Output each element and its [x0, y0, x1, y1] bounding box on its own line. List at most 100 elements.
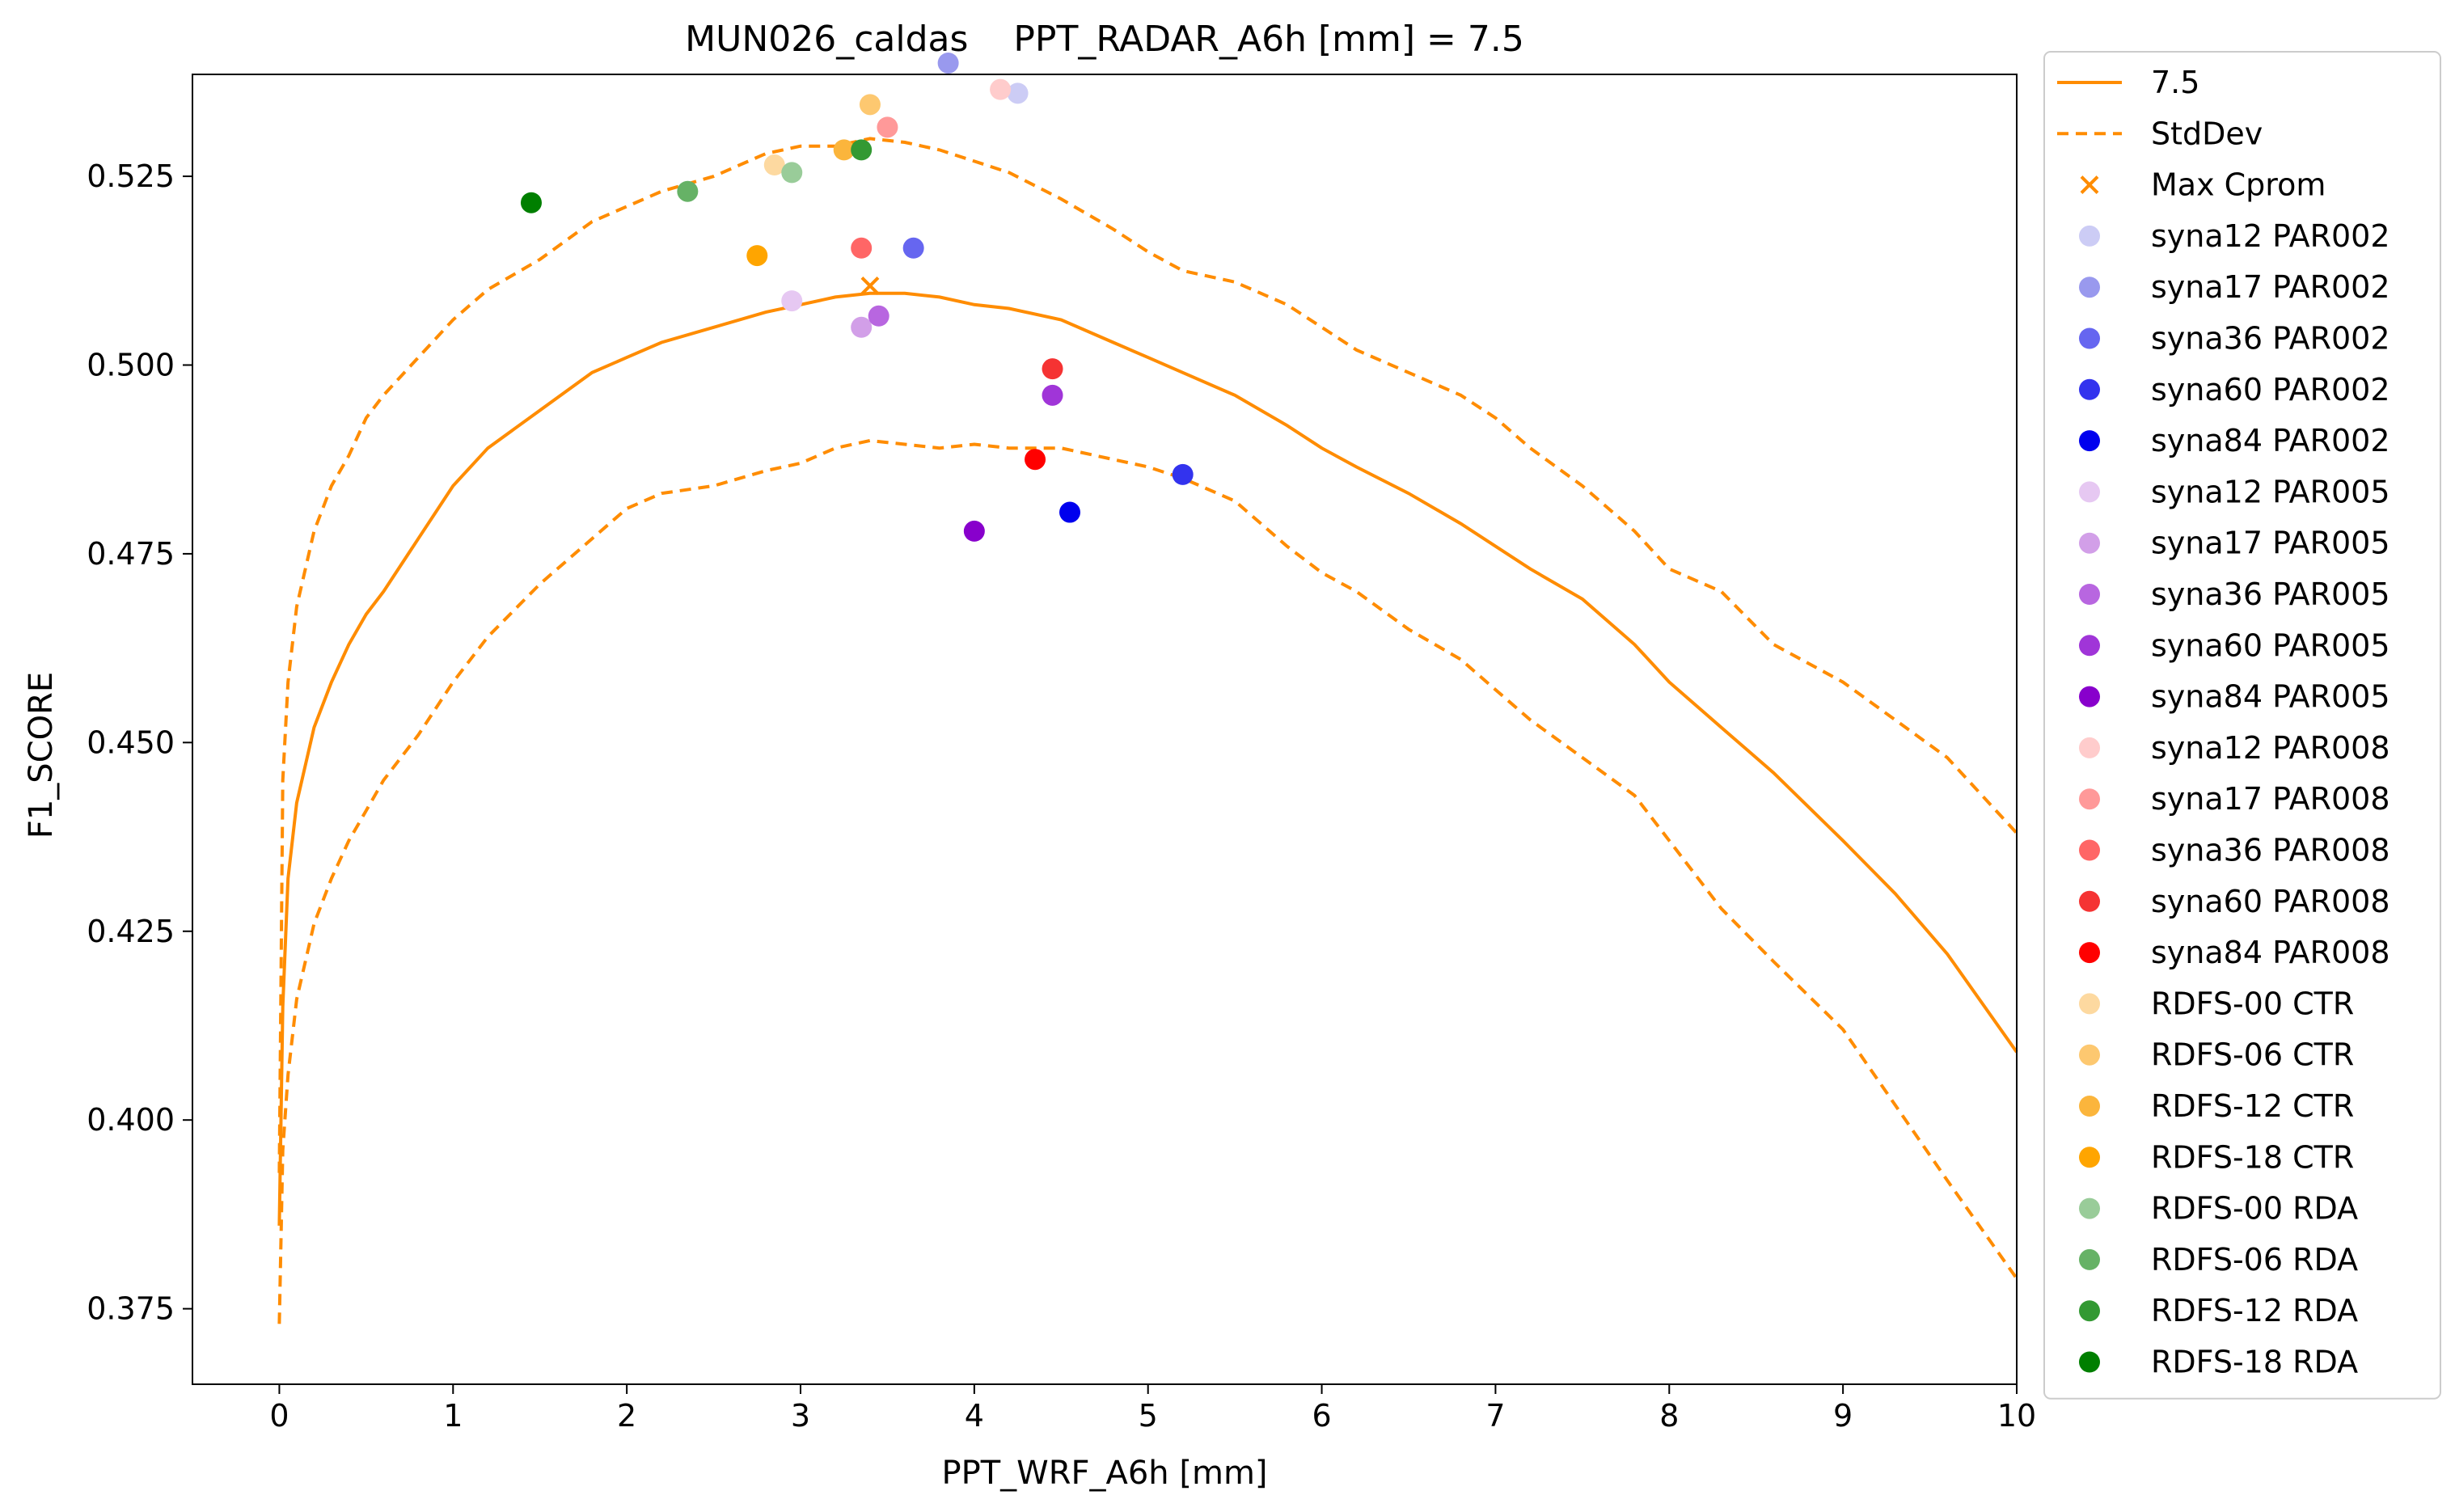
legend-dot-swatch [2079, 1300, 2100, 1322]
legend-label: RDFS-12 RDA [2151, 1293, 2358, 1328]
point-syna60-par005 [1042, 384, 1063, 406]
point-rdfs-18-ctr [746, 245, 768, 267]
point-syna84-par008 [1025, 449, 1046, 471]
x-tick-label: 0 [269, 1398, 289, 1434]
legend-dot-swatch [2079, 1096, 2100, 1117]
legend-box [2043, 51, 2441, 1400]
y-tick-label: 0.450 [87, 724, 175, 760]
x-tick-label: 4 [965, 1398, 984, 1434]
y-tick-label: 0.400 [87, 1102, 175, 1138]
legend-dot-swatch [2079, 993, 2100, 1015]
x-axis-label: PPT_WRF_A6h [mm] [941, 1455, 1267, 1492]
point-syna60-par002 [1172, 463, 1194, 485]
legend-label: RDFS-06 CTR [2151, 1037, 2354, 1073]
point-syna12-par002 [1007, 82, 1029, 104]
legend-label: syna60 PAR008 [2151, 884, 2390, 919]
point-rdfs-12-ctr [833, 139, 855, 161]
legend-dot-swatch [2079, 225, 2100, 247]
x-tick-label: 5 [1139, 1398, 1158, 1434]
y-axis-ticks: 0.375 0.400 0.425 0.450 0.475 0.500 0.525 [87, 158, 192, 1327]
legend-dot-swatch [2079, 635, 2100, 657]
legend-label: syna36 PAR005 [2151, 577, 2390, 612]
point-syna17-par008 [877, 116, 898, 138]
scatter-points-layer [520, 52, 1194, 542]
point-syna60-par008 [1042, 358, 1063, 380]
x-tick-label: 1 [443, 1398, 463, 1434]
legend-label: syna84 PAR002 [2151, 423, 2390, 458]
x-tick-label: 10 [1997, 1398, 2036, 1434]
legend-label: syna12 PAR002 [2151, 218, 2390, 254]
point-syna36-par005 [868, 305, 889, 327]
point-syna84-par002 [1059, 501, 1081, 523]
plot-area-frame [192, 74, 2018, 1385]
legend-label: 7.5 [2151, 65, 2199, 100]
legend-dot-swatch [2079, 788, 2100, 810]
stddev-curve-2 [277, 438, 2018, 1324]
x-tick-label: 6 [1312, 1398, 1331, 1434]
legend-label: syna36 PAR008 [2151, 833, 2390, 868]
legend-label: RDFS-00 RDA [2151, 1191, 2358, 1227]
y-tick-label: 0.375 [87, 1291, 175, 1327]
legend-label: RDFS-18 CTR [2151, 1139, 2354, 1175]
legend-dot-swatch [2079, 686, 2100, 707]
max-cprom-marker [860, 277, 880, 295]
y-tick-label: 0.475 [87, 536, 175, 572]
legend-label: RDFS-12 CTR [2151, 1088, 2354, 1124]
x-tick-label: 7 [1485, 1398, 1505, 1434]
legend-label: Max Cprom [2151, 167, 2326, 203]
legend-label: syna12 PAR005 [2151, 474, 2390, 509]
legend-dot-swatch [2079, 327, 2100, 349]
legend: 7.5 StdDev Max Cprom syna12 PAR002 syna17 PA… [2043, 51, 2441, 1400]
legend-dot-swatch [2079, 277, 2100, 298]
legend-dot-swatch [2079, 532, 2100, 554]
legend-dot-swatch [2079, 584, 2100, 605]
x-tick-label: 2 [617, 1398, 636, 1434]
legend-label: syna17 PAR008 [2151, 781, 2390, 817]
legend-x-swatch [2080, 175, 2099, 195]
legend-label: syna12 PAR008 [2151, 730, 2390, 766]
point-rdfs-18-rda [520, 192, 542, 213]
legend-dot-swatch [2079, 1147, 2100, 1168]
y-tick-label: 0.525 [87, 158, 175, 194]
legend-dot-swatch [2079, 430, 2100, 452]
y-tick-label: 0.425 [87, 914, 175, 949]
legend-dot-swatch [2079, 1197, 2100, 1219]
x-tick-label: 8 [1659, 1398, 1679, 1434]
point-rdfs-06-ctr [859, 94, 881, 116]
legend-dot-swatch [2079, 481, 2100, 503]
legend-label: RDFS-06 RDA [2151, 1242, 2358, 1278]
legend-dot-swatch [2079, 378, 2100, 400]
legend-label: RDFS-18 RDA [2151, 1345, 2358, 1380]
chart-title: MUN026_caldas PPT_RADAR_A6h [mm] = 7.5 [685, 19, 1524, 60]
legend-label: syna17 PAR002 [2151, 269, 2390, 305]
legend-dot-swatch [2079, 1248, 2100, 1270]
legend-dot-swatch [2079, 942, 2100, 964]
legend-dot-swatch [2079, 890, 2100, 912]
curves-layer [277, 137, 2018, 1324]
point-syna36-par002 [902, 237, 924, 259]
legend-label: syna17 PAR005 [2151, 526, 2390, 561]
legend-label: syna36 PAR002 [2151, 321, 2390, 357]
x-axis-ticks: 0 1 2 3 4 5 6 7 8 9 10 [269, 1384, 2036, 1434]
legend-label: syna84 PAR008 [2151, 935, 2390, 970]
x-tick-label: 3 [791, 1398, 810, 1434]
point-rdfs-00-ctr [763, 154, 785, 176]
legend-dot-swatch [2079, 737, 2100, 758]
legend-label: syna84 PAR005 [2151, 679, 2390, 715]
legend-dot-swatch [2079, 839, 2100, 861]
stddev-curve-1 [277, 137, 2018, 1173]
point-rdfs-00-rda [781, 162, 803, 184]
legend-label: RDFS-00 CTR [2151, 986, 2354, 1021]
point-syna12-par008 [990, 78, 1012, 100]
point-syna17-par005 [851, 316, 873, 338]
legend-label: syna60 PAR002 [2151, 372, 2390, 408]
point-syna84-par005 [963, 520, 985, 542]
legend-dot-swatch [2079, 1044, 2100, 1066]
point-syna12-par005 [781, 290, 803, 312]
x-tick-label: 9 [1833, 1398, 1853, 1434]
legend-dot-swatch [2079, 1351, 2100, 1373]
mean-curve [277, 291, 2018, 1226]
point-rdfs-12-rda [851, 139, 873, 161]
point-rdfs-06-rda [677, 180, 699, 202]
